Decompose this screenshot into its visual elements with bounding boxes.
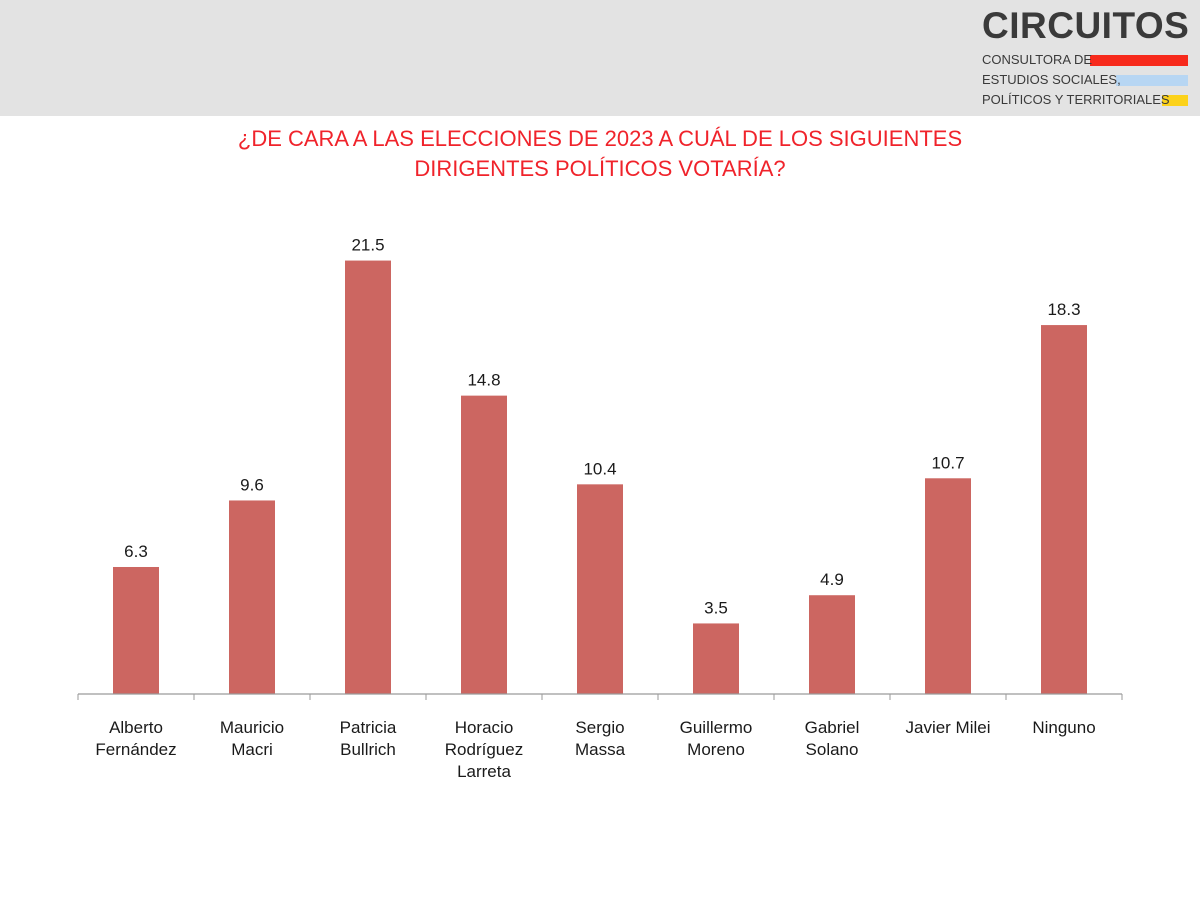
logo-stripe-yellow xyxy=(1162,95,1188,106)
category-label-7: Javier Milei xyxy=(905,718,990,737)
value-label-0: 6.3 xyxy=(124,542,148,561)
value-label-5: 3.5 xyxy=(704,598,728,617)
logo-line-3: POLÍTICOS Y TERRITORIALES xyxy=(982,90,1188,110)
value-label-4: 10.4 xyxy=(583,459,616,478)
x-axis xyxy=(77,693,1123,700)
value-label-1: 9.6 xyxy=(240,475,264,494)
bar-4 xyxy=(577,484,623,694)
logo-stripe-blue xyxy=(1116,75,1188,86)
value-label-7: 10.7 xyxy=(931,453,964,472)
bar-3 xyxy=(461,395,507,694)
value-label-6: 4.9 xyxy=(820,570,844,589)
value-label-2: 21.5 xyxy=(351,236,384,255)
category-label-6: Gabriel Solano xyxy=(805,718,860,759)
value-labels-group: 6.3 9.6 21.5 14.8 10.4 3.5 4.9 10.7 18.3 xyxy=(124,236,1080,618)
category-label-5: Guillermo Moreno xyxy=(680,718,753,759)
value-label-3: 14.8 xyxy=(467,371,500,390)
circuitos-logo: CIRCUITOS CONSULTORA DE ESTUDIOS SOCIALE… xyxy=(982,6,1192,110)
category-label-4: Sergio Massa xyxy=(575,718,626,759)
chart-title-line-2: DIRIGENTES POLÍTICOS VOTARÍA? xyxy=(414,156,786,181)
category-label-2: Patricia Bullrich xyxy=(340,718,397,759)
logo-title: CIRCUITOS xyxy=(982,5,1190,46)
chart-title: ¿DE CARA A LAS ELECCIONES DE 2023 A CUÁL… xyxy=(150,124,1050,184)
bar-6 xyxy=(809,595,855,694)
category-labels-group: Alberto Fernández Mauricio Macri Patricia Bul… xyxy=(95,718,1095,781)
logo-stripe-red xyxy=(1090,55,1188,66)
bar-8 xyxy=(1041,325,1087,694)
bar-2 xyxy=(345,260,391,694)
category-label-8: Ninguno xyxy=(1032,718,1095,737)
bar-5 xyxy=(693,623,739,694)
category-label-0: Alberto Fernández xyxy=(95,718,176,759)
chart-title-line-1: ¿DE CARA A LAS ELECCIONES DE 2023 A CUÁL… xyxy=(237,126,963,151)
value-label-8: 18.3 xyxy=(1047,300,1080,319)
logo-line-2: ESTUDIOS SOCIALES, xyxy=(982,70,1188,90)
logo-line-1: CONSULTORA DE xyxy=(982,50,1188,70)
category-label-3: Horacio Rodríguez Larreta xyxy=(445,718,523,781)
bar-0 xyxy=(113,566,159,694)
bars-group xyxy=(113,260,1087,694)
header-band xyxy=(0,0,1200,116)
bar-1 xyxy=(229,500,275,694)
bar-7 xyxy=(925,478,971,694)
category-label-1: Mauricio Macri xyxy=(220,718,284,759)
